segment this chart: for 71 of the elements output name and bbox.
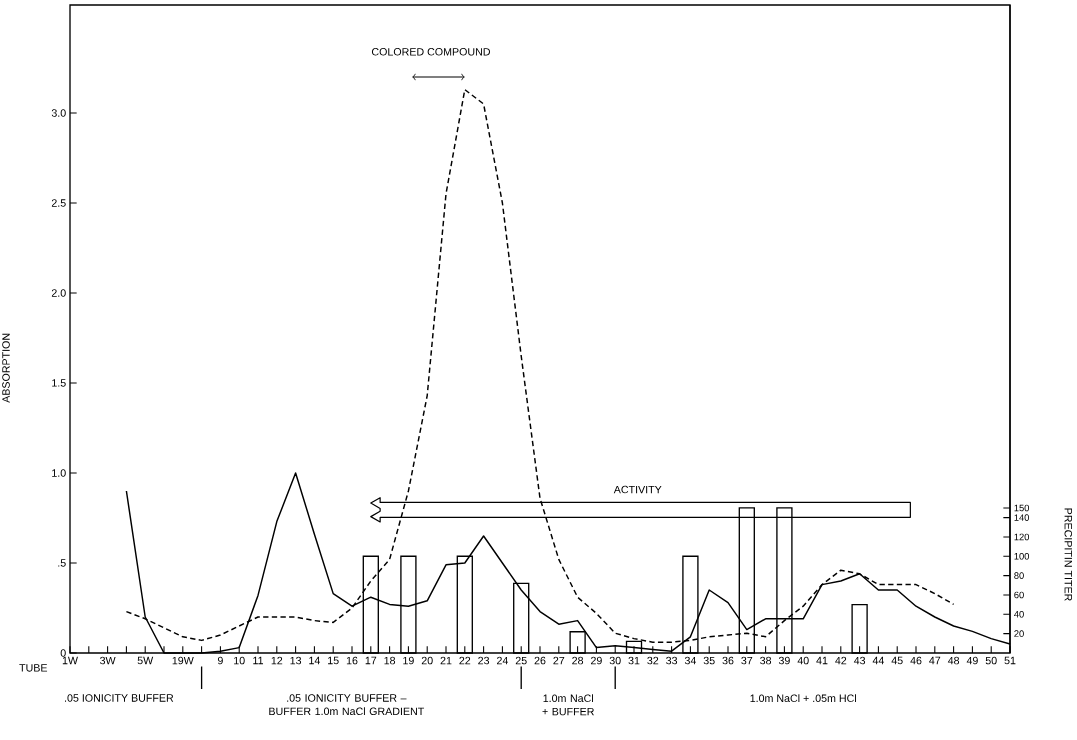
y2-tick-label: 20 xyxy=(1014,630,1024,637)
y-tick-label: 0 xyxy=(60,649,66,657)
x-tick-label: 10 xyxy=(234,656,245,665)
annotation: COLORED COMPOUND xyxy=(371,48,490,56)
x-tick-label: 20 xyxy=(421,656,433,665)
x-tick-label: 14 xyxy=(309,656,321,665)
x-axis-title: TUBE xyxy=(19,664,48,672)
x-tick-label: 3W xyxy=(100,656,116,665)
y-tick-label: 1.5 xyxy=(52,379,66,387)
text: 1.0m NaCl + BUFFER xyxy=(542,694,594,716)
text: .05 IONICITY BUFFER xyxy=(65,694,174,702)
x-tick-label: 24 xyxy=(497,656,509,665)
y2-tick-label: 80 xyxy=(1014,572,1024,579)
x-tick-label: 42 xyxy=(835,656,847,665)
x-tick-label: 51 xyxy=(1004,656,1016,665)
x-tick-label: 23 xyxy=(478,656,490,665)
x-tick-label: 29 xyxy=(591,656,602,665)
text: 1.0m NaCl + .05m HCl xyxy=(750,694,856,703)
x-tick-label: 34 xyxy=(684,656,697,665)
x-tick-label: 15 xyxy=(328,656,339,665)
x-tick-label: 17 xyxy=(365,656,377,665)
x-tick-label: 19W xyxy=(172,656,194,665)
x-tick-label: 46 xyxy=(910,656,922,665)
x-tick-label: 50 xyxy=(985,656,997,665)
x-tick-label: 12 xyxy=(271,656,283,665)
x-tick-label: 5W xyxy=(137,656,154,665)
x-tick-label: 49 xyxy=(966,656,978,665)
x-tick-label: 19 xyxy=(403,656,414,665)
x-tick-label: 35 xyxy=(703,656,715,665)
x-tick-label: 33 xyxy=(666,656,678,665)
x-tick-label: 18 xyxy=(384,656,396,665)
x-tick-label: 38 xyxy=(760,656,772,665)
x-tick-label: 21 xyxy=(440,656,452,665)
y2-tick-label: 60 xyxy=(1014,591,1024,599)
x-tick-label: 47 xyxy=(929,656,941,665)
x-tick-label: 1W xyxy=(62,656,78,665)
y-tick-label: 1.0 xyxy=(52,469,66,477)
y2-axis-title: PRECIPITIN TITER xyxy=(1064,508,1073,601)
x-tick-label: 30 xyxy=(609,656,621,665)
y-tick-label: .5 xyxy=(58,559,66,567)
y-tick-label: 2.0 xyxy=(51,289,66,297)
x-tick-label: 9 xyxy=(217,656,223,665)
x-tick-label: 45 xyxy=(891,656,903,665)
text: .05 IONICITY BUFFER – BUFFER 1.0m NaCl GRADIENT xyxy=(269,694,425,716)
x-tick-label: 37 xyxy=(741,656,753,665)
x-tick-label: 22 xyxy=(459,656,471,665)
x-tick-label: 40 xyxy=(797,656,809,665)
x-tick-label: 36 xyxy=(722,656,734,665)
x-tick-label: 25 xyxy=(515,656,527,665)
x-tick-label: 26 xyxy=(534,656,546,665)
x-tick-label: 39 xyxy=(778,656,790,665)
y2-tick-label: 100 xyxy=(1014,552,1030,560)
x-tick-label: 13 xyxy=(290,656,302,665)
x-tick-label: 28 xyxy=(572,656,584,665)
y2-tick-label: 150 xyxy=(1014,504,1030,512)
x-tick-label: 16 xyxy=(346,656,358,665)
annotation: ACTIVITY xyxy=(613,485,662,494)
y2-tick-label: 140 xyxy=(1014,514,1030,521)
y2-tick-label: 120 xyxy=(1014,533,1030,541)
x-tick-label: 48 xyxy=(947,656,960,665)
x-tick-label: 11 xyxy=(253,656,264,665)
y-tick-label: 3.0 xyxy=(51,109,66,117)
y-axis-title: ABSORPTION xyxy=(2,333,10,403)
x-tick-label: 27 xyxy=(553,656,565,665)
y-tick-label: 2.5 xyxy=(51,199,66,207)
x-tick-label: 43 xyxy=(853,656,866,665)
y2-tick-label: 40 xyxy=(1014,611,1024,618)
x-tick-label: 31 xyxy=(628,656,640,665)
x-tick-label: 32 xyxy=(647,656,659,665)
x-tick-label: 41 xyxy=(816,656,828,665)
x-tick-label: 44 xyxy=(872,656,885,665)
